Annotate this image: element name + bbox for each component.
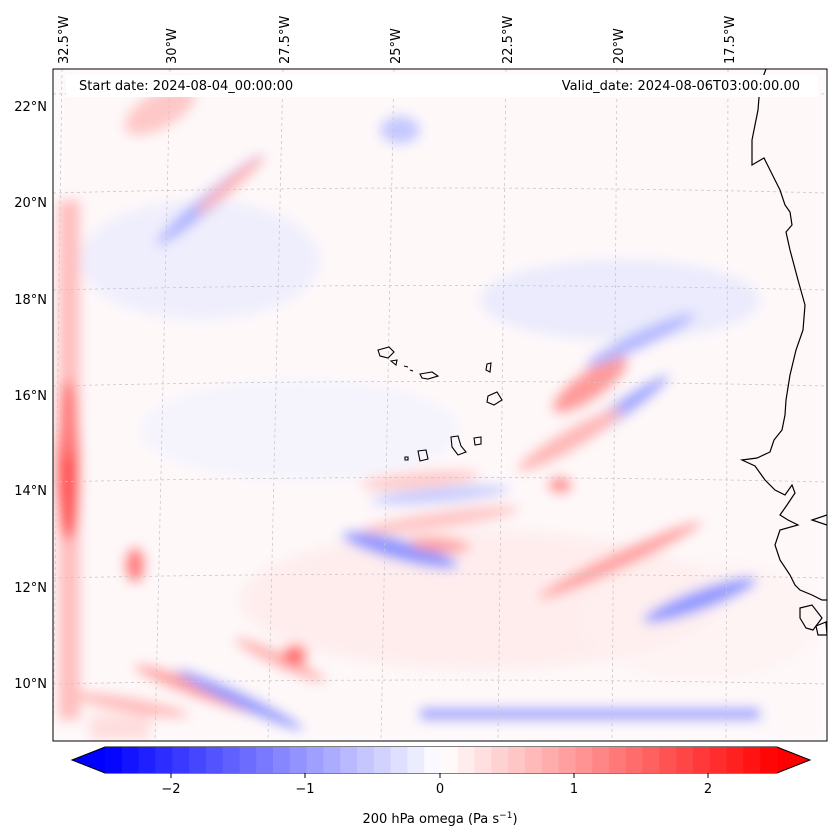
colorbar-step [205,747,223,773]
lon-label: 17.5°W [723,16,738,64]
colorbar-ticks [170,773,709,778]
start-date-label: Start date: 2024-08-04_00:00:00 [79,79,293,94]
colorbar-step [575,747,593,773]
colorbar-tick-label: −1 [295,782,314,797]
header-strip [66,75,818,97]
lon-label: 30°W [165,28,180,64]
colorbar-step [642,747,660,773]
lat-label: 14°N [14,484,47,499]
omega-field [53,69,827,741]
colorbar-step [172,747,190,773]
colorbar-step [558,747,576,773]
colorbar-step [541,747,559,773]
map-panel: Start date: 2024-08-04_00:00:00 Valid_da… [53,69,827,741]
colorbar-step [105,747,123,773]
colorbar: −2 −1 0 1 2 200 hPa omega (Pa s−1) [70,746,812,827]
longitude-labels: 32.5°W 30°W 27.5°W 25°W 22.5°W 20°W 17.5… [57,16,738,64]
colorbar-step [491,747,509,773]
colorbar-step [508,747,526,773]
colorbar-step [239,747,257,773]
lat-label: 20°N [14,196,47,211]
colorbar-step [659,747,677,773]
colorbar-step [743,747,761,773]
valid-date-label: Valid_date: 2024-08-06T03:00:00.00 [562,79,800,94]
lon-label: 25°W [389,28,404,64]
colorbar-step [306,747,324,773]
lat-label: 18°N [14,293,47,308]
colorbar-tick-label: 1 [570,782,578,797]
colorbar-step [222,747,240,773]
colorbar-step [121,747,139,773]
colorbar-step [726,747,744,773]
cape-verde-islands [377,346,503,462]
colorbar-step [676,747,694,773]
colorbar-step [256,747,274,773]
lon-label: 22.5°W [501,16,516,64]
colorbar-step [693,747,711,773]
colorbar-tick-label: 2 [704,782,712,797]
lat-label: 12°N [14,581,47,596]
colorbar-step [609,747,627,773]
colorbar-step [155,747,173,773]
colorbar-step [289,747,307,773]
lat-label: 10°N [14,677,47,692]
colorbar-step [407,747,425,773]
lat-label: 22°N [14,100,47,115]
colorbar-step [390,747,408,773]
colorbar-step [525,747,543,773]
colorbar-steps [105,747,778,773]
colorbar-step [592,747,610,773]
colorbar-step [457,747,475,773]
lon-label: 32.5°W [57,16,72,64]
lon-label: 20°W [612,28,627,64]
colorbar-extend-low [72,747,105,773]
colorbar-step [441,747,459,773]
lon-label: 27.5°W [278,16,293,64]
colorbar-step [474,747,492,773]
colorbar-step [625,747,643,773]
colorbar-step [357,747,375,773]
colorbar-step [323,747,341,773]
colorbar-step [373,747,391,773]
colorbar-step [760,747,778,773]
colorbar-tick-label: 0 [436,782,444,797]
colorbar-step [273,747,291,773]
colorbar-step [340,747,358,773]
coastline [739,69,827,636]
colorbar-extend-high [777,747,810,773]
colorbar-step [189,747,207,773]
colorbar-step [138,747,156,773]
colorbar-tick-label: −2 [161,782,180,797]
lat-label: 16°N [14,389,47,404]
map-frame [52,68,828,742]
colorbar-tick-labels: −2 −1 0 1 2 [161,782,712,797]
colorbar-step [709,747,727,773]
colorbar-label: 200 hPa omega (Pa s−1) [362,811,517,827]
colorbar-step [424,747,442,773]
latitude-labels: 22°N 20°N 18°N 16°N 14°N 12°N 10°N [14,100,47,692]
